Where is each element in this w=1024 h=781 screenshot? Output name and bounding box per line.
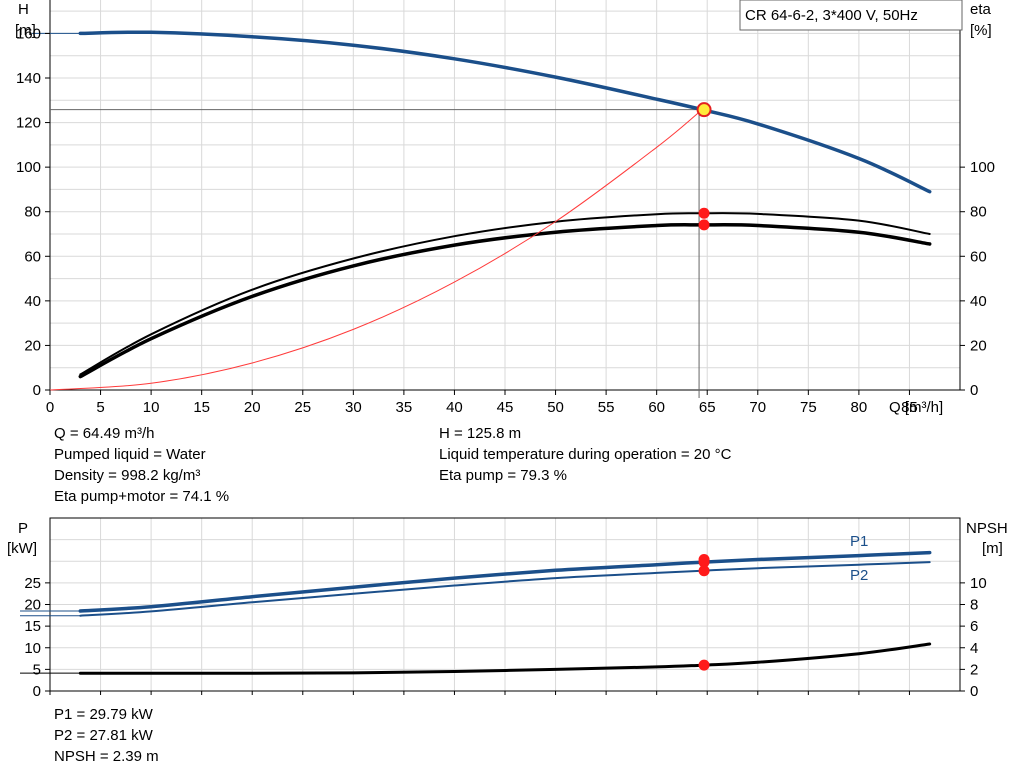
power-chart: 0 5 10 15 20 25 0 2 4 6 8 10 P [kW] NPSH [m] P1 P2 [7, 517, 1008, 700]
x-tick-label: 65 [699, 399, 716, 416]
npsh-readout: NPSH = 2.39 m [54, 748, 159, 765]
power-series [20, 550, 932, 675]
system-curve-curve [49, 109, 703, 391]
operating-info-right: H = 125.8 m Liquid temperature during op… [439, 423, 731, 486]
left-y-tick-label: 80 [24, 204, 41, 221]
title-box [739, 0, 963, 31]
x-tick-label: 20 [244, 399, 261, 416]
performance-tick-labels: 0 5 10 15 20 25 30 35 40 45 50 55 60 65 70 75 80 85 0 20 40 6… [16, 25, 995, 416]
right-y-tick-label: 10 [970, 575, 987, 592]
x-tick-label: 45 [497, 399, 514, 416]
left-y-tick-label: 140 [16, 70, 41, 87]
power-info: P1 = 29.79 kW P2 = 27.81 kW NPSH = 2.39 … [54, 704, 159, 767]
head-axis-unit: [m] [15, 22, 36, 39]
operating-marker [698, 554, 710, 566]
performance-series [32, 30, 932, 398]
right-y-tick-label: 100 [970, 159, 995, 176]
power-tick-labels: 0 5 10 15 20 25 0 2 4 6 8 10 [24, 575, 986, 700]
right-y-tick-label: 20 [970, 337, 987, 354]
right-y-tick-label: 8 [970, 597, 978, 614]
head-readout: H = 125.8 m [439, 425, 522, 442]
left-y-tick-label: 5 [33, 661, 41, 678]
right-y-tick-label: 0 [970, 683, 978, 700]
flow-axis-label: Q [m³/h] [889, 399, 943, 416]
x-tick-label: 0 [46, 399, 54, 416]
H-curve [78, 30, 932, 194]
x-tick-label: 70 [749, 399, 766, 416]
pumped-liquid-readout: Pumped liquid = Water [54, 446, 206, 463]
left-y-tick-label: 40 [24, 293, 41, 310]
npsh-axis-unit: [m] [982, 540, 1003, 557]
eta-marker [698, 207, 710, 219]
x-tick-label: 55 [598, 399, 615, 416]
left-y-tick-label: 0 [33, 683, 41, 700]
x-tick-label: 15 [193, 399, 210, 416]
performance-chart: 0 5 10 15 20 25 30 35 40 45 50 55 60 65 70 75 80 85 0 20 40 6… [15, 0, 995, 416]
x-tick-label: 30 [345, 399, 362, 416]
left-y-tick-label: 20 [24, 337, 41, 354]
chart-title: CR 64-6-2, 3*400 V, 50Hz [745, 7, 918, 24]
operating-info-left: Q = 64.49 m³/h Pumped liquid = Water Den… [54, 423, 229, 507]
right-y-tick-label: 0 [970, 382, 978, 399]
eta-axis-unit: [%] [970, 22, 992, 39]
P1-curve [78, 550, 932, 613]
power-grid [49, 517, 961, 692]
eta-pump-readout: Eta pump = 79.3 % [439, 467, 567, 484]
right-y-tick-label: 2 [970, 661, 978, 678]
x-tick-label: 10 [143, 399, 160, 416]
eta-pump-motor-readout: Eta pump+motor = 74.1 % [54, 488, 230, 505]
operating-marker [698, 659, 710, 671]
P2-curve [79, 561, 931, 617]
operating-marker [698, 565, 710, 577]
power-markers [698, 554, 710, 671]
left-y-tick-label: 15 [24, 618, 41, 635]
left-y-tick-label: 10 [24, 640, 41, 657]
x-tick-label: 80 [851, 399, 868, 416]
x-tick-label: 85 [901, 399, 918, 416]
x-tick-label: 40 [446, 399, 463, 416]
left-y-tick-label: 20 [24, 597, 41, 614]
liquid-temperature-readout: Liquid temperature during operation = 20… [439, 446, 732, 463]
left-y-tick-label: 100 [16, 159, 41, 176]
left-y-tick-label: 60 [24, 248, 41, 265]
left-y-tick-label: 25 [24, 575, 41, 592]
x-tick-label: 50 [547, 399, 564, 416]
p2-readout: P2 = 27.81 kW [54, 727, 153, 744]
p2-series-label: P2 [850, 567, 868, 584]
x-tick-label: 5 [96, 399, 104, 416]
operating-point-marker [696, 102, 712, 118]
NPSH-curve [78, 642, 932, 675]
left-y-tick-label: 160 [16, 25, 41, 42]
p1-series-label: P1 [850, 533, 868, 550]
right-y-tick-label: 4 [970, 640, 978, 657]
x-tick-label: 60 [648, 399, 665, 416]
p1-readout: P1 = 29.79 kW [54, 706, 153, 723]
npsh-axis-label: NPSH [966, 520, 1008, 537]
eta-marker [698, 219, 710, 231]
head-axis-label: H [18, 1, 29, 18]
density-readout: Density = 998.2 kg/m³ [54, 467, 201, 484]
performance-grid [49, 0, 961, 391]
flow-readout: Q = 64.49 m³/h [54, 425, 155, 442]
right-y-tick-label: 80 [970, 204, 987, 221]
power-axis-unit: [kW] [7, 540, 37, 557]
power-axis-label: P [18, 520, 28, 537]
x-tick-label: 75 [800, 399, 817, 416]
right-y-tick-label: 60 [970, 248, 987, 265]
right-y-tick-label: 40 [970, 293, 987, 310]
right-y-tick-label: 6 [970, 618, 978, 635]
eta-axis-label: eta [970, 1, 992, 18]
left-y-tick-label: 120 [16, 115, 41, 132]
x-tick-label: 35 [396, 399, 413, 416]
x-tick-label: 25 [294, 399, 311, 416]
performance-markers [696, 102, 712, 231]
left-y-tick-label: 0 [33, 382, 41, 399]
eta-pump-curve [79, 212, 931, 376]
